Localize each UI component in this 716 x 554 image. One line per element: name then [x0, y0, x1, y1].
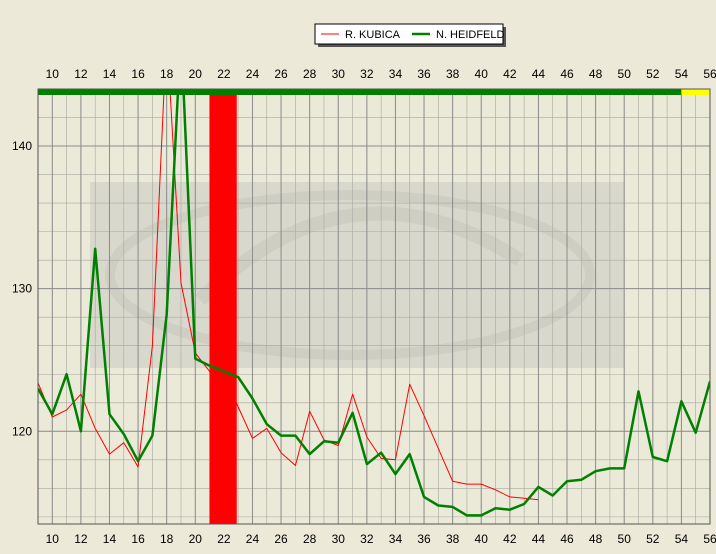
x-tick-label-top: 56: [703, 67, 716, 81]
x-tick-label-bottom: 20: [189, 532, 203, 546]
x-tick-label-bottom: 36: [417, 532, 431, 546]
x-tick-label-bottom: 44: [532, 532, 546, 546]
x-tick-label-top: 26: [274, 67, 288, 81]
legend-label-heidfeld: N. HEIDFELD: [436, 29, 505, 41]
series-line-0: [38, 89, 539, 501]
x-tick-label-top: 12: [74, 67, 88, 81]
x-tick-label-bottom: 22: [217, 532, 231, 546]
x-tick-label-bottom: 42: [503, 532, 517, 546]
legend: R. KUBICA N. HEIDFELD: [314, 23, 506, 47]
x-tick-label-bottom: 54: [675, 532, 689, 546]
leader-bar-end: [681, 89, 710, 95]
x-tick-label-bottom: 14: [103, 532, 117, 546]
x-tick-label-top: 52: [646, 67, 660, 81]
leader-bars: [38, 89, 710, 95]
x-tick-label-bottom: 26: [274, 532, 288, 546]
x-tick-label-bottom: 40: [475, 532, 489, 546]
x-tick-label-top: 14: [103, 67, 117, 81]
x-tick-label-top: 46: [560, 67, 574, 81]
watermark-logo: [90, 182, 624, 368]
series-line-1: [38, 89, 710, 517]
x-tick-label-top: 54: [675, 67, 689, 81]
x-tick-label-bottom: 48: [589, 532, 603, 546]
leader-bar: [38, 89, 682, 95]
x-tick-label-top: 10: [46, 67, 60, 81]
safety-car-band: [209, 89, 237, 524]
x-tick-label-bottom: 56: [703, 532, 716, 546]
legend-box: [314, 23, 504, 45]
bands: [209, 89, 237, 524]
x-tick-labels-top: 10 12 14 16 18 20 22 24 26 28 30 32 34 36 38 40 42 44 46 48…: [46, 67, 716, 81]
plot-border: [37, 88, 711, 525]
x-tick-label-top: 36: [417, 67, 431, 81]
x-tick-label-top: 16: [131, 67, 145, 81]
x-tick-label-top: 50: [618, 67, 632, 81]
y-tick-labels: 120 130 140: [12, 139, 32, 438]
x-tick-label-top: 18: [160, 67, 174, 81]
x-tick-label-bottom: 52: [646, 532, 660, 546]
x-tick-label-top: 38: [446, 67, 460, 81]
legend-label-kubica: R. KUBICA: [345, 29, 401, 41]
y-tick-label: 140: [12, 139, 32, 153]
x-tick-label-top: 20: [189, 67, 203, 81]
x-tick-label-top: 40: [475, 67, 489, 81]
x-tick-label-bottom: 24: [246, 532, 260, 546]
x-tick-label-bottom: 34: [389, 532, 403, 546]
x-tick-label-bottom: 28: [303, 532, 317, 546]
x-tick-label-top: 24: [246, 67, 260, 81]
x-tick-label-top: 32: [360, 67, 374, 81]
x-tick-label-top: 44: [532, 67, 546, 81]
x-tick-label-top: 30: [332, 67, 346, 81]
x-tick-label-top: 28: [303, 67, 317, 81]
x-tick-label-top: 22: [217, 67, 231, 81]
x-tick-label-bottom: 12: [74, 532, 88, 546]
x-tick-labels-bottom: 10 12 14 16 18 20 22 24 26 28 30 32 34 36 38 40 42 44 46 48…: [46, 532, 716, 546]
series-layer: [38, 89, 710, 517]
x-tick-label-top: 34: [389, 67, 403, 81]
x-tick-label-bottom: 30: [332, 532, 346, 546]
x-tick-label-bottom: 10: [46, 532, 60, 546]
x-tick-label-bottom: 38: [446, 532, 460, 546]
x-tick-label-bottom: 46: [560, 532, 574, 546]
x-tick-label-bottom: 50: [618, 532, 632, 546]
x-tick-label-top: 48: [589, 67, 603, 81]
y-tick-label: 120: [12, 424, 32, 438]
x-tick-label-top: 42: [503, 67, 517, 81]
x-tick-label-bottom: 32: [360, 532, 374, 546]
x-tick-label-bottom: 16: [131, 532, 145, 546]
x-tick-label-bottom: 18: [160, 532, 174, 546]
y-tick-label: 130: [12, 282, 32, 296]
